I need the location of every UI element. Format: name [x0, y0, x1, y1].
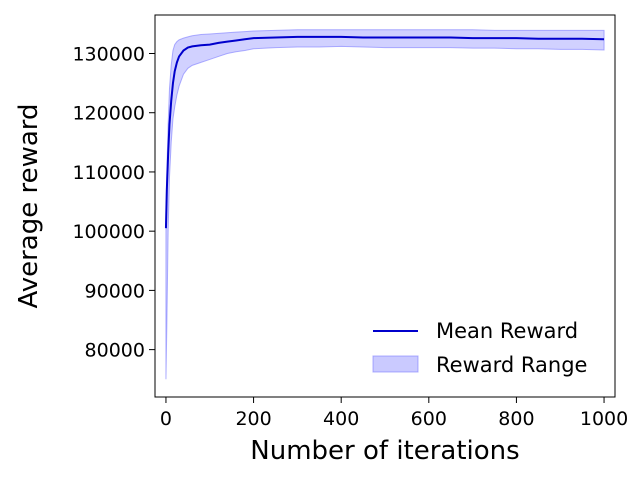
y-tick-label: 130000 — [72, 43, 145, 65]
x-tick-label: 200 — [235, 408, 271, 430]
plot-area — [164, 29, 605, 380]
y-tick-label: 80000 — [85, 340, 145, 362]
legend-label-mean-reward: Mean Reward — [436, 319, 578, 343]
legend-band-swatch — [372, 355, 419, 373]
y-tick-label: 100000 — [72, 221, 145, 243]
y-axis-label: Average reward — [14, 103, 44, 308]
y-tick-label: 110000 — [72, 162, 145, 184]
legend: Mean Reward Reward Range — [372, 319, 587, 377]
x-tick-label: 600 — [411, 408, 447, 430]
axes-frame — [154, 14, 616, 398]
x-tick-label: 1000 — [580, 408, 628, 430]
x-axis-label: Number of iterations — [250, 436, 519, 466]
x-tick-label: 0 — [160, 408, 172, 430]
mean-reward-line — [164, 35, 605, 229]
y-tick-label: 90000 — [85, 280, 145, 302]
x-tick-label: 800 — [498, 408, 534, 430]
legend-label-reward-range: Reward Range — [436, 353, 587, 377]
x-tick-label: 400 — [323, 408, 359, 430]
axis-ticks: 0 200 400 600 800 1000 80000 90000 100000 110000 1… — [72, 43, 628, 430]
y-tick-label: 120000 — [72, 103, 145, 125]
reward-range-band — [165, 29, 605, 380]
